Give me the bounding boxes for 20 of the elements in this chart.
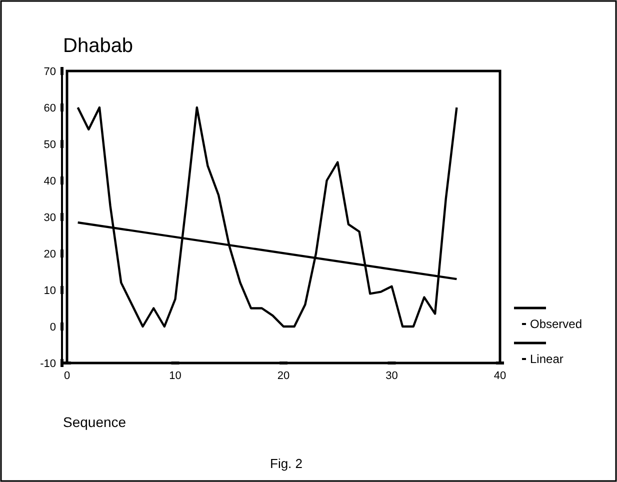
y-tick-label: 60 [44,102,56,114]
legend-label: Observed [530,317,582,332]
x-axis-title: Sequence [63,414,126,430]
y-tick-label: 10 [44,284,56,297]
caption: Fig. 2 [270,456,303,471]
y-tick-label: 40 [44,175,56,188]
y-tick-label: 20 [44,248,56,260]
line-series [76,106,458,328]
chart-title: Dhabab [63,35,134,57]
x-tick-label: 30 [386,370,398,382]
x-tick-label: 40 [494,370,506,382]
legend-label: Linear [530,352,564,366]
y-tick-label: 0 [50,321,56,334]
x-tick-label: 10 [169,370,182,382]
x-tick-label: 0 [64,370,70,382]
y-tick-label: 50 [44,138,56,151]
y-tick-label: 30 [44,212,56,224]
y-tick-label: 70 [44,66,56,78]
x-tick-label: 20 [277,370,290,382]
y-tick-label: -10 [40,358,56,370]
